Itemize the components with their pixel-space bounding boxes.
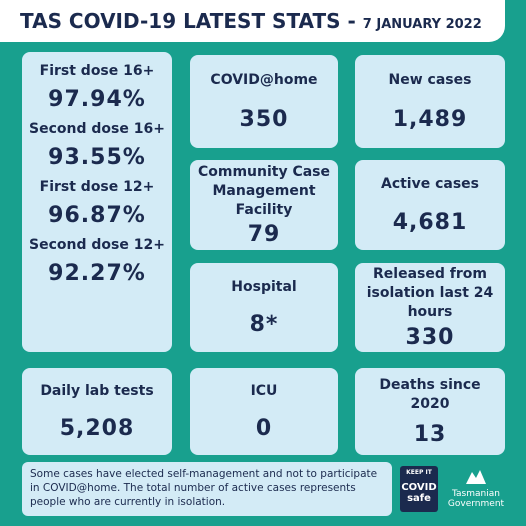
stat-label: Second dose 16+: [29, 121, 165, 137]
stat-card: Active cases 4,681: [355, 160, 505, 250]
gov-emblem: [466, 470, 486, 484]
logo-text: Government: [447, 499, 505, 509]
stat-label: Community Case Management Facility: [197, 163, 331, 218]
stat-value: 92.27%: [48, 261, 146, 286]
stat-value: 97.94%: [48, 87, 146, 112]
footnote: Some cases have elected self-management …: [22, 462, 392, 516]
stat-value: 13: [413, 422, 447, 447]
stat-label: Active cases: [380, 176, 480, 193]
stat-value: 5,208: [59, 415, 135, 441]
separator: -: [347, 9, 356, 33]
stat-value: 0: [255, 415, 273, 441]
stat-card: Released from isolation last 24 hours 330: [355, 263, 505, 352]
stat-label: First dose 16+: [39, 63, 155, 79]
stat-card: New cases 1,489: [355, 55, 505, 148]
stat-label: Daily lab tests: [40, 383, 154, 400]
stat-label: Released from isolation last 24 hours: [366, 266, 494, 321]
title-line: TAS COVID-19 LATEST STATS - 7 JANUARY 20…: [20, 9, 482, 33]
stat-card: Daily lab tests 5,208: [22, 368, 172, 455]
government-logo: Tasmanian Government: [446, 466, 506, 509]
stat-card: COVID@home 350: [190, 55, 338, 148]
stat-value: 4,681: [392, 209, 468, 235]
stat-value: 93.55%: [48, 145, 146, 170]
stat-card: Hospital 8*: [190, 263, 338, 352]
stat-label: COVID@home: [210, 72, 318, 89]
stat-value: 330: [405, 324, 455, 350]
logo-text: COVID: [401, 482, 437, 493]
stat-card: Deaths since 2020 13: [355, 368, 505, 455]
logo-text: safe: [407, 493, 431, 504]
stat-label: Second dose 12+: [29, 237, 165, 253]
stat-value: 79: [247, 222, 281, 248]
logo-text: Tasmanian: [452, 489, 500, 499]
stat-value: 350: [239, 106, 289, 132]
title: TAS COVID-19 LATEST STATS: [20, 9, 341, 33]
stat-label: Deaths since 2020: [379, 377, 481, 412]
stat-card: Community Case Management Facility 79: [190, 160, 338, 250]
stat-label: First dose 12+: [39, 179, 155, 195]
stat-value: 8*: [249, 312, 279, 337]
stat-label: New cases: [388, 72, 472, 89]
stat-label: Hospital: [231, 279, 297, 295]
stat-value: 96.87%: [48, 203, 146, 228]
stat-card: ICU 0: [190, 368, 338, 455]
covid-safe-logo: KEEP IT COVID safe: [400, 466, 438, 512]
logo-text: KEEP IT: [406, 469, 432, 476]
stat-label: ICU: [250, 383, 278, 400]
header: TAS COVID-19 LATEST STATS - 7 JANUARY 20…: [0, 0, 505, 42]
date: 7 JANUARY 2022: [362, 17, 482, 32]
stat-value: 1,489: [392, 106, 468, 132]
vaccination-card: First dose 16+ 97.94% Second dose 16+ 93.55…: [22, 52, 172, 352]
